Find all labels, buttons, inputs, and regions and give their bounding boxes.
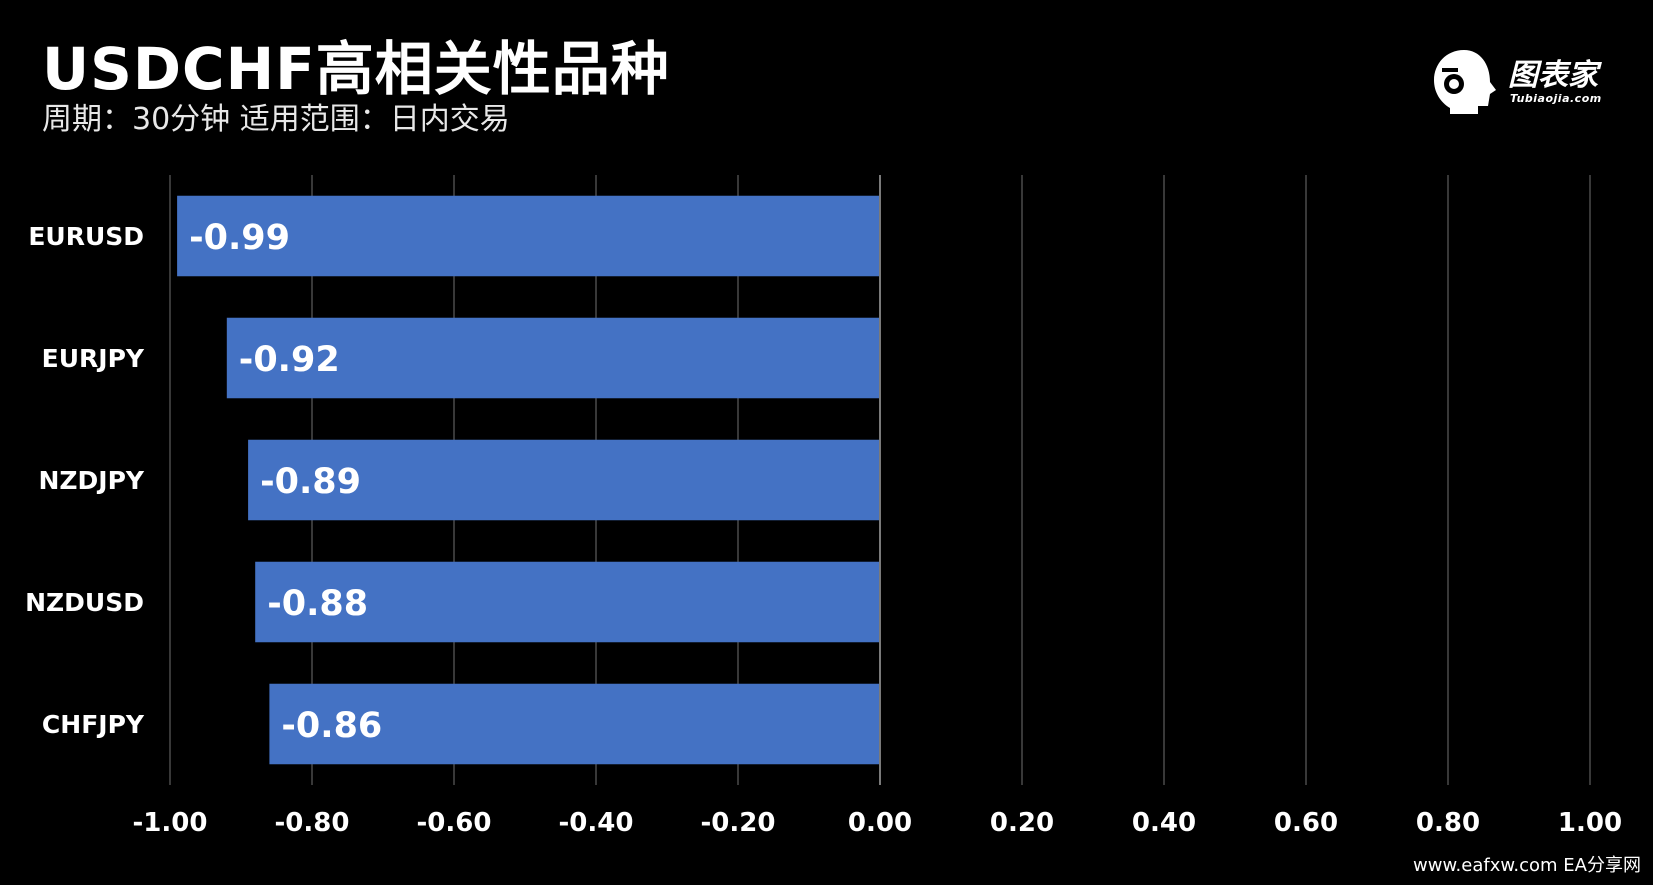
- data-label: -0.86: [281, 706, 382, 746]
- logo-name: 图表家: [1508, 58, 1598, 93]
- x-tick-label: -0.60: [417, 808, 492, 838]
- x-tick-label: 0.00: [848, 808, 912, 838]
- footer-watermark: www.eafxw.com EA分享网: [1413, 855, 1641, 876]
- x-tick-label: 0.80: [1416, 808, 1480, 838]
- brand-logo: 图表家 Tubiaojia.com: [1428, 46, 1628, 116]
- x-tick-label: 0.40: [1132, 808, 1196, 838]
- data-label: -0.89: [260, 462, 361, 502]
- category-label: EURUSD: [28, 222, 144, 251]
- data-label: -0.88: [267, 584, 368, 624]
- data-label: -0.99: [189, 218, 290, 258]
- x-tick-label: -0.80: [275, 808, 350, 838]
- data-label: -0.92: [239, 340, 340, 380]
- category-label: CHFJPY: [42, 710, 145, 739]
- category-label: NZDJPY: [38, 466, 144, 495]
- chart-title: USDCHF高相关性品种: [42, 35, 670, 103]
- category-label: EURJPY: [42, 344, 145, 373]
- bar: [248, 439, 881, 521]
- chart-subtitle: 周期：30分钟 适用范围：日内交易: [42, 102, 510, 137]
- bar: [226, 317, 881, 399]
- labels: -1.00 -0.80 -0.60 -0.40 -0.20 0.00 0.20 0.40 0.6…: [25, 218, 1622, 838]
- x-tick-label: -1.00: [133, 808, 208, 838]
- x-tick-label: 1.00: [1558, 808, 1622, 838]
- x-tick-label: 0.60: [1274, 808, 1338, 838]
- robot-head-icon: [1434, 50, 1496, 114]
- category-label: NZDUSD: [25, 588, 144, 617]
- bar: [269, 683, 880, 765]
- bar: [177, 195, 881, 277]
- logo-site: Tubiaojia.com: [1510, 92, 1602, 105]
- x-tick-label: 0.20: [990, 808, 1054, 838]
- x-tick-label: -0.40: [559, 808, 634, 838]
- bar: [255, 561, 880, 643]
- bars: [177, 195, 881, 765]
- x-tick-label: -0.20: [701, 808, 776, 838]
